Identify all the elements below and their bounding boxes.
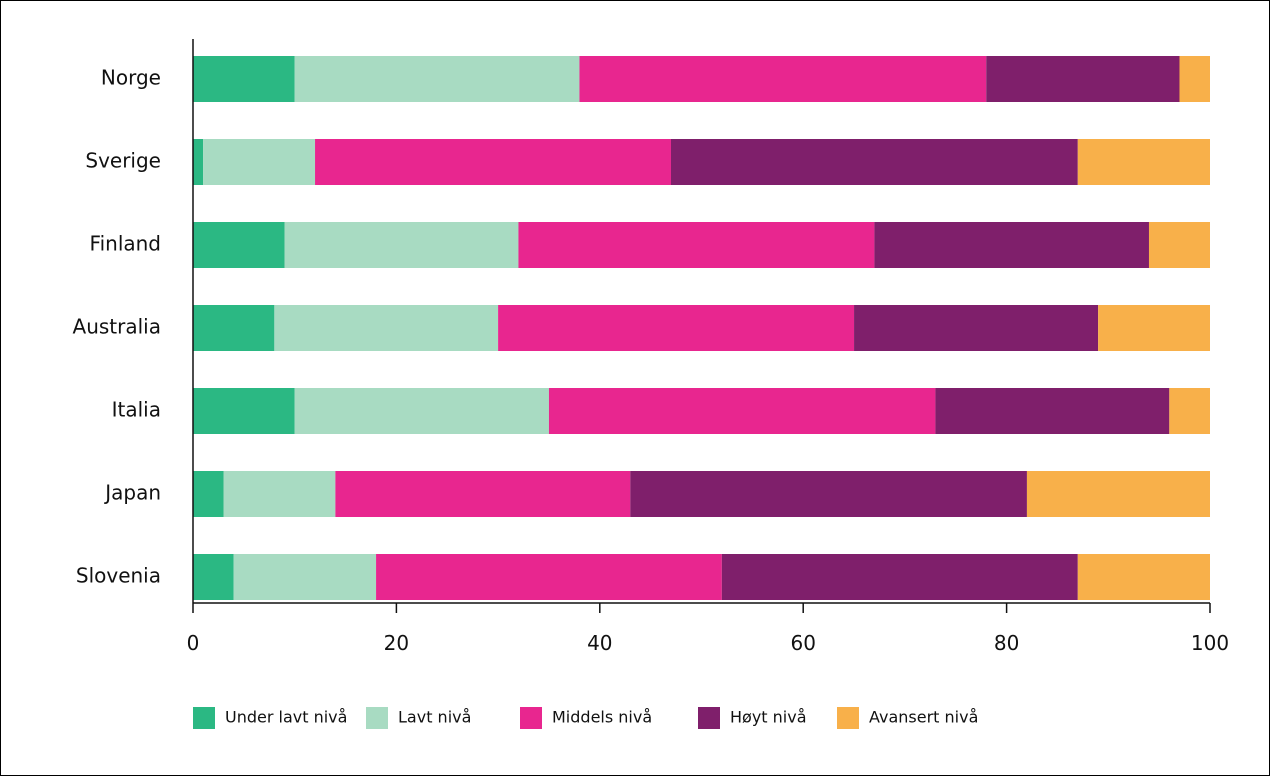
- bar-italia-middels-niva: [548, 388, 936, 434]
- bar-finland-hoyt-niva: [874, 222, 1149, 268]
- bar-japan-lavt-niva: [223, 471, 336, 517]
- x-tick-label: 100: [1191, 631, 1229, 655]
- category-label: Finland: [90, 232, 161, 256]
- category-label: Norge: [101, 66, 161, 90]
- bar-norge-middels-niva: [579, 56, 987, 102]
- bar-italia-lavt-niva: [294, 388, 549, 434]
- bar-slovenia-middels-niva: [376, 554, 722, 600]
- x-tick-label: 80: [994, 631, 1019, 655]
- bar-italia-under-lavt-niva: [193, 388, 295, 434]
- bar-finland-lavt-niva: [284, 222, 519, 268]
- bar-japan-under-lavt-niva: [193, 471, 224, 517]
- bar-norge-hoyt-niva: [986, 56, 1180, 102]
- category-label: Australia: [73, 315, 161, 339]
- bar-slovenia-lavt-niva: [233, 554, 377, 600]
- category-label: Sverige: [85, 149, 161, 173]
- bar-finland-under-lavt-niva: [193, 222, 285, 268]
- axes-group: [192, 39, 1210, 604]
- bar-sverige-avansert-niva: [1077, 139, 1210, 185]
- bar-finland-avansert-niva: [1148, 222, 1210, 268]
- bar-australia-lavt-niva: [274, 305, 499, 351]
- category-label: Japan: [103, 481, 161, 505]
- bar-australia-middels-niva: [498, 305, 855, 351]
- x-ticks: 0 20 40 60 80 100: [187, 603, 1229, 655]
- category-labels: Norge Sverige Finland Australia Italia Japan S…: [73, 66, 161, 588]
- bar-australia-avansert-niva: [1098, 305, 1210, 351]
- bar-sverige-middels-niva: [315, 139, 671, 185]
- bar-australia-hoyt-niva: [854, 305, 1099, 351]
- bar-sverige-lavt-niva: [203, 139, 316, 185]
- bar-japan-hoyt-niva: [630, 471, 1027, 517]
- legend-swatch-middels-niva: [520, 707, 542, 729]
- x-tick-label: 0: [187, 631, 200, 655]
- legend-label-hoyt-niva: Høyt nivå: [730, 708, 807, 727]
- bar-slovenia-hoyt-niva: [721, 554, 1078, 600]
- bar-sverige-hoyt-niva: [670, 139, 1078, 185]
- legend: Under lavt nivå Lavt nivå Middels nivå Høyt…: [193, 707, 978, 729]
- bar-slovenia-avansert-niva: [1077, 554, 1210, 600]
- bars-group: [193, 56, 1210, 600]
- legend-label-middels-niva: Middels nivå: [552, 708, 652, 727]
- legend-swatch-under-lavt-niva: [193, 707, 215, 729]
- x-tick-label: 20: [384, 631, 409, 655]
- legend-label-lavt-niva: Lavt nivå: [398, 708, 471, 727]
- bar-sverige-under-lavt-niva: [193, 139, 204, 185]
- bar-finland-middels-niva: [518, 222, 875, 268]
- bar-italia-hoyt-niva: [935, 388, 1170, 434]
- legend-label-under-lavt-niva: Under lavt nivå: [225, 708, 347, 727]
- legend-swatch-lavt-niva: [366, 707, 388, 729]
- category-label: Italia: [112, 398, 161, 422]
- bar-australia-under-lavt-niva: [193, 305, 275, 351]
- legend-label-avansert-niva: Avansert nivå: [869, 708, 978, 727]
- bar-japan-middels-niva: [335, 471, 631, 517]
- bar-slovenia-under-lavt-niva: [193, 554, 234, 600]
- bar-norge-under-lavt-niva: [193, 56, 295, 102]
- x-tick-label: 60: [790, 631, 815, 655]
- legend-swatch-hoyt-niva: [698, 707, 720, 729]
- legend-swatch-avansert-niva: [837, 707, 859, 729]
- bar-norge-lavt-niva: [294, 56, 580, 102]
- category-label: Slovenia: [76, 564, 161, 588]
- x-tick-label: 40: [587, 631, 612, 655]
- bar-norge-avansert-niva: [1179, 56, 1210, 102]
- bar-italia-avansert-niva: [1169, 388, 1210, 434]
- bar-japan-avansert-niva: [1026, 471, 1210, 517]
